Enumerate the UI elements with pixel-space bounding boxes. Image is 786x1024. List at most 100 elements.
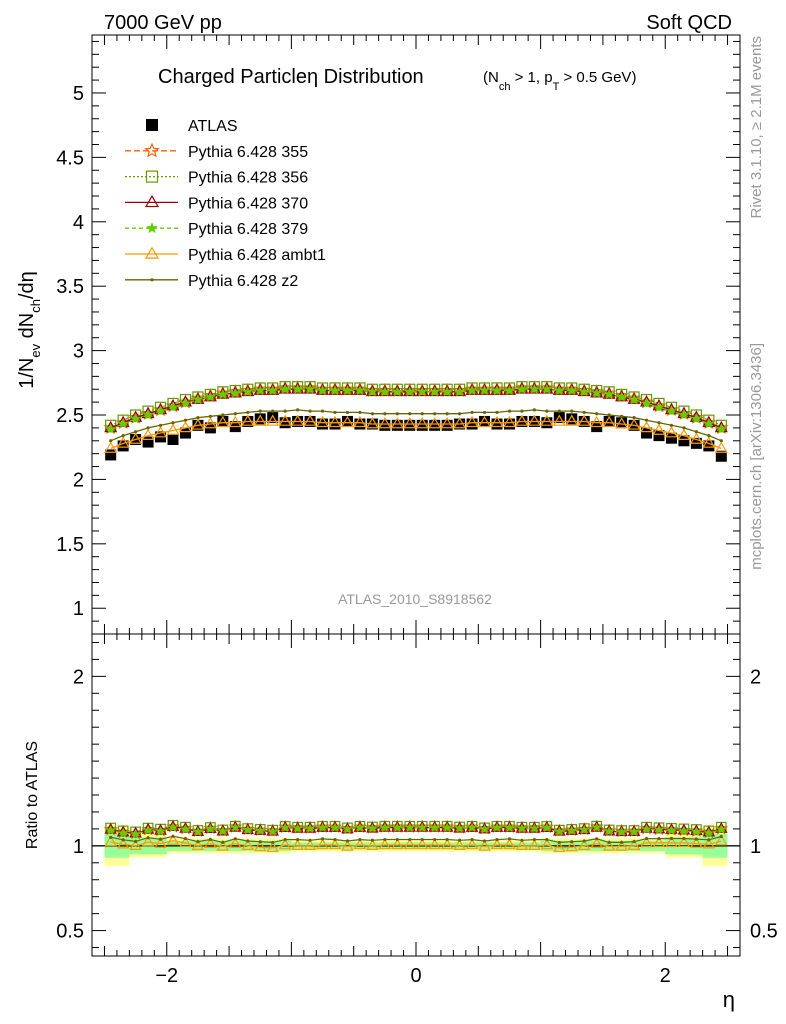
ratio-point-pythia-6-428-ambt1 xyxy=(590,837,603,848)
ratio-point-pythia-6-428-z2 xyxy=(395,837,399,842)
data-point-pythia-6-428-ambt1 xyxy=(153,426,168,438)
ratio-point-pythia-6-428-z2 xyxy=(545,837,549,842)
data-point-pythia-6-428-379 xyxy=(267,385,278,395)
ratio-ytick-label: 2 xyxy=(750,666,761,688)
ratio-point-pythia-6-428-379 xyxy=(367,823,378,833)
data-point-pythia-6-428-ambt1 xyxy=(515,414,529,426)
series-pythia-6-428-356 xyxy=(105,381,727,838)
ratio-point-pythia-6-428-z2 xyxy=(657,836,661,841)
ratio-point-pythia-6-428-z2 xyxy=(719,834,723,839)
ratio-point-pythia-6-428-379 xyxy=(354,822,365,832)
title-cuts: (Nch > 1, pT > 0.5 GeV) xyxy=(483,69,636,93)
data-point-pythia-6-428-z2 xyxy=(271,409,275,413)
data-point-pythia-6-428-z2 xyxy=(134,430,138,434)
data-point-pythia-6-428-379 xyxy=(292,383,303,394)
data-point-pythia-6-428-379 xyxy=(304,383,316,394)
data-point-pythia-6-428-379 xyxy=(479,385,490,395)
data-point-pythia-6-428-379 xyxy=(230,387,241,398)
series-pythia-6-428-z2 xyxy=(109,408,723,845)
data-point-pythia-6-428-ambt1 xyxy=(141,428,155,440)
ratio-point-pythia-6-428-ambt1 xyxy=(540,838,554,850)
ratio-point-pythia-6-428-379 xyxy=(255,825,266,835)
data-point-pythia-6-428-z2 xyxy=(208,414,212,418)
ratio-point-pythia-6-428-379 xyxy=(168,822,178,832)
ratio-point-pythia-6-428-ambt1 xyxy=(577,839,591,851)
ratio-point-pythia-6-428-ambt1 xyxy=(677,836,691,848)
main-ytick-label: 2.5 xyxy=(56,405,84,427)
ratio-point-pythia-6-428-z2 xyxy=(345,839,350,843)
data-point-pythia-6-428-z2 xyxy=(607,413,611,417)
data-point-pythia-6-428-z2 xyxy=(644,418,649,422)
ratio-point-pythia-6-428-379 xyxy=(230,822,241,832)
data-point-pythia-6-428-ambt1 xyxy=(440,417,454,429)
data-point-atlas xyxy=(217,415,229,427)
data-point-pythia-6-428-ambt1 xyxy=(490,415,504,428)
main-y-axis-label: 1/Nev dNch/dη xyxy=(16,271,43,389)
ratio-point-pythia-6-428-z2 xyxy=(445,837,449,842)
data-point-pythia-6-428-ambt1 xyxy=(652,423,666,435)
ratio-point-pythia-6-428-ambt1 xyxy=(303,839,317,851)
ratio-point-pythia-6-428-379 xyxy=(404,822,415,832)
data-point-pythia-6-428-379 xyxy=(105,423,116,434)
ratio-point-pythia-6-428-ambt1 xyxy=(665,836,678,848)
ratio-point-pythia-6-428-z2 xyxy=(109,835,113,839)
data-point-pythia-6-428-379 xyxy=(217,388,229,399)
data-point-pythia-6-428-z2 xyxy=(669,423,674,427)
data-point-pythia-6-428-ambt1 xyxy=(689,432,703,444)
data-point-pythia-6-428-z2 xyxy=(221,413,225,417)
ratio-ytick-label: 1 xyxy=(750,836,761,858)
ratio-point-pythia-6-428-379 xyxy=(118,827,129,838)
ratio-point-pythia-6-428-379 xyxy=(678,825,689,836)
ratio-point-pythia-6-428-z2 xyxy=(669,836,674,841)
legend-item-pythia-6-428-z2: Pythia 6.428 z2 xyxy=(125,273,298,290)
ratio-point-pythia-6-428-z2 xyxy=(134,839,138,844)
data-point-pythia-6-428-ambt1 xyxy=(702,436,716,448)
ratio-point-pythia-6-428-z2 xyxy=(557,840,561,845)
cuts-sub1: ch xyxy=(499,81,511,93)
data-point-atlas xyxy=(678,435,690,447)
ratio-point-pythia-6-428-379 xyxy=(429,822,440,832)
data-point-atlas xyxy=(703,440,715,452)
data-point-pythia-6-428-z2 xyxy=(557,409,561,413)
data-point-pythia-6-428-379 xyxy=(603,388,615,399)
ylabel-sub-ch: ch xyxy=(28,299,43,313)
data-point-pythia-6-428-379 xyxy=(142,409,154,420)
data-point-pythia-6-428-ambt1 xyxy=(365,417,379,429)
ratio-point-pythia-6-428-ambt1 xyxy=(353,838,367,850)
legend-item-pythia-6-428-355: Pythia 6.428 355 xyxy=(125,142,308,161)
ratio-point-pythia-6-428-379 xyxy=(155,826,166,836)
header-left: 7000 GeV pp xyxy=(104,12,222,34)
ratio-point-pythia-6-428-379 xyxy=(267,826,278,836)
series-pythia-6-428-379 xyxy=(105,383,727,839)
ratio-y-axis-label: Ratio to ATLAS xyxy=(24,741,41,849)
ratio-point-pythia-6-428-z2 xyxy=(532,838,536,842)
data-point-pythia-6-428-z2 xyxy=(582,410,586,415)
ratio-ytick-label: 0.5 xyxy=(56,921,84,943)
ratio-point-pythia-6-428-ambt1 xyxy=(503,838,516,850)
ratio-point-pythia-6-428-379 xyxy=(180,824,191,834)
ratio-point-pythia-6-428-ambt1 xyxy=(640,836,653,848)
main-ytick-label: 1.5 xyxy=(56,534,84,556)
data-point-pythia-6-428-379 xyxy=(180,397,191,408)
data-point-pythia-6-428-ambt1 xyxy=(266,414,280,426)
data-point-pythia-6-428-379 xyxy=(504,385,515,395)
ratio-point-pythia-6-428-379 xyxy=(467,822,478,832)
data-point-pythia-6-428-ambt1 xyxy=(241,414,255,426)
data-point-atlas xyxy=(566,413,578,425)
ylabel-c: /dη xyxy=(16,271,38,299)
ratio-point-pythia-6-428-ambt1 xyxy=(191,839,205,851)
data-point-pythia-6-428-z2 xyxy=(408,412,412,416)
ratio-point-pythia-6-428-379 xyxy=(143,825,154,835)
ratio-point-pythia-6-428-ambt1 xyxy=(291,839,304,851)
data-point-atlas xyxy=(267,412,279,424)
legend-label: Pythia 6.428 379 xyxy=(188,221,308,238)
ratio-point-pythia-6-428-379 xyxy=(280,822,291,833)
data-point-pythia-6-428-z2 xyxy=(283,409,287,413)
legend-marker xyxy=(145,170,159,183)
data-point-pythia-6-428-z2 xyxy=(719,439,723,443)
ratio-point-pythia-6-428-ambt1 xyxy=(428,838,441,850)
data-point-pythia-6-428-z2 xyxy=(258,409,262,413)
ratio-point-pythia-6-428-ambt1 xyxy=(378,838,392,850)
ratio-point-pythia-6-428-ambt1 xyxy=(602,839,616,851)
data-point-pythia-6-428-z2 xyxy=(370,412,374,416)
